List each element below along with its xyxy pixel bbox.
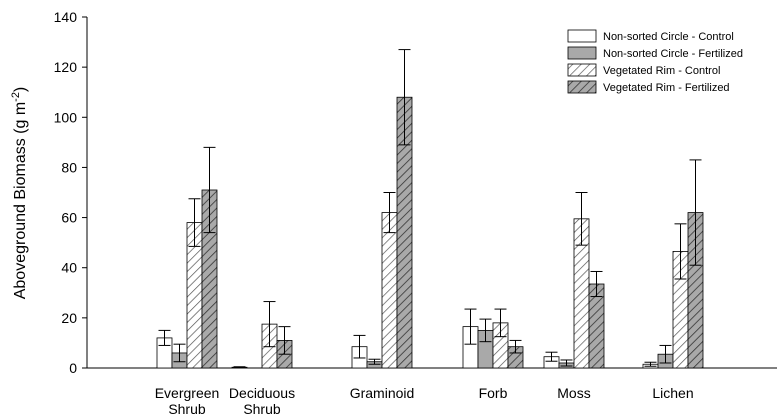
y-axis-ticks: 0 20 40 60 80 100 120 140 (54, 9, 87, 376)
x-category-label-line: Shrub (243, 401, 281, 417)
legend-label: Vegetated Rim - Fertilized (603, 82, 730, 94)
y-axis-title-superscript: -2 (10, 92, 22, 102)
y-tick-label: 0 (69, 360, 77, 376)
legend-swatch (567, 29, 597, 43)
x-category-label-line: Moss (557, 385, 590, 401)
x-category-label: Graminoid (350, 385, 415, 401)
y-axis-title-suffix: ) (12, 87, 29, 92)
y-axis-title-main: Aboveground Biomass (g m (12, 102, 29, 299)
x-category-label: Lichen (652, 385, 693, 401)
bar (381, 212, 398, 369)
bar-groups (156, 49, 704, 369)
x-category-label-line: Shrub (168, 401, 206, 417)
y-tick-label: 100 (54, 109, 78, 125)
legend-swatch (567, 63, 597, 77)
x-category-label-line: Forb (479, 385, 508, 401)
y-tick-label: 60 (61, 210, 77, 226)
legend-label: Non-sorted Circle - Control (603, 31, 734, 43)
y-tick-label: 80 (61, 159, 77, 175)
legend: Non-sorted Circle - Control Non-sorted Ci… (567, 29, 743, 94)
x-category-label: Evergreen Shrub (155, 385, 220, 417)
y-axis-title: Aboveground Biomass (g m-2) (10, 87, 29, 300)
y-tick-label: 20 (61, 310, 77, 326)
legend-swatch (567, 80, 597, 94)
y-tick-label: 120 (54, 59, 78, 75)
legend-label: Vegetated Rim - Control (603, 65, 720, 77)
legend-swatch (567, 46, 597, 60)
x-category-label-line: Deciduous (229, 385, 295, 401)
x-category-label: Forb (479, 385, 508, 401)
x-category-label-line: Evergreen (155, 385, 220, 401)
x-category-label: Moss (557, 385, 590, 401)
x-category-label: Deciduous Shrub (229, 385, 295, 417)
legend-label: Non-sorted Circle - Fertilized (603, 48, 743, 60)
x-category-label-line: Lichen (652, 385, 693, 401)
x-category-label-line: Graminoid (350, 385, 415, 401)
y-tick-label: 140 (54, 9, 78, 25)
y-tick-label: 40 (61, 260, 77, 276)
